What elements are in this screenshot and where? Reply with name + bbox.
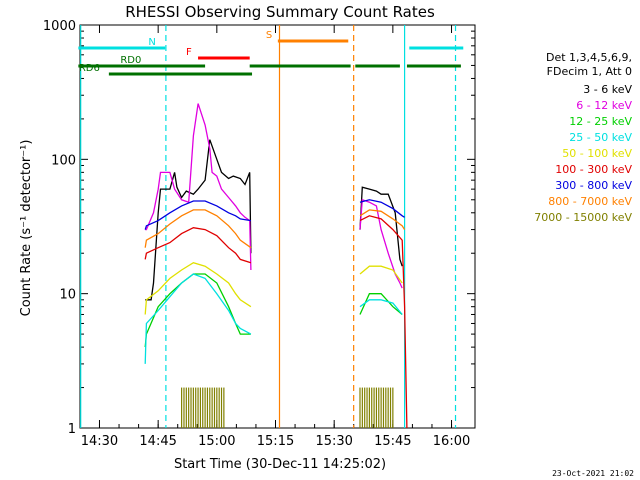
y-axis-label: Count Rate (s⁻¹ detector⁻¹) [19, 140, 34, 317]
flag-label: F [186, 47, 192, 58]
chart-title: RHESSI Observing Summary Count Rates [125, 3, 435, 21]
plot-frame [79, 24, 476, 429]
legend-header-1: Det 1,3,4,5,6,9, [545, 51, 632, 64]
legend-header-2: FDecim 1, Att 0 [546, 65, 632, 78]
x-tick-label: 15:00 [198, 434, 235, 449]
x-tick-label: 15:45 [374, 434, 411, 449]
series-line [145, 139, 252, 301]
x-axis-label: Start Time (30-Dec-11 14:25:02) [174, 457, 386, 472]
legend-entry: 7000 - 15000 keV [534, 211, 632, 224]
series-line [144, 273, 252, 364]
series-line [359, 199, 405, 218]
legend-entry: 100 - 300 keV [555, 163, 632, 176]
legend-entry: 6 - 12 keV [576, 99, 632, 112]
series-line [359, 293, 403, 315]
series-line [144, 200, 252, 230]
x-tick-label: 15:15 [257, 434, 294, 449]
y-tick-label: 1000 [43, 19, 76, 34]
x-tick-label: 14:30 [81, 434, 118, 449]
x-tick-label: 14:45 [139, 434, 176, 449]
render-timestamp: 23-Oct-2021 21:02 [552, 469, 634, 478]
series-line [144, 273, 251, 348]
flag-label: RD0 [120, 55, 141, 66]
flag-label: S [266, 30, 272, 41]
legend-entry: 50 - 100 keV [562, 147, 632, 160]
flag-label: RD6 [79, 63, 100, 74]
series-line [359, 209, 406, 230]
series-line [359, 299, 403, 315]
legend-entry: 300 - 800 keV [555, 179, 632, 192]
y-tick-label: 100 [51, 153, 76, 168]
flag-label: N [148, 37, 155, 48]
series-line [359, 186, 403, 267]
x-tick-label: 15:30 [315, 434, 352, 449]
legend-entry: 25 - 50 keV [569, 131, 632, 144]
legend-entry: 3 - 6 keV [583, 83, 632, 96]
series-line [359, 265, 403, 284]
y-tick-label: 10 [59, 288, 76, 303]
series-line [145, 103, 252, 271]
series-line [144, 227, 252, 264]
legend-entry: 12 - 25 keV [569, 115, 632, 128]
series-line [359, 215, 408, 429]
x-tick-label: 16:00 [433, 434, 470, 449]
y-tick-label: 1 [68, 422, 76, 437]
plot-area: 1 10 100 1000 14:30 14:45 15:00 15:15 15:30 15:45… [43, 19, 476, 449]
series-line [144, 209, 252, 249]
legend-entry: 800 - 7000 keV [548, 195, 632, 208]
series-line [144, 261, 252, 315]
